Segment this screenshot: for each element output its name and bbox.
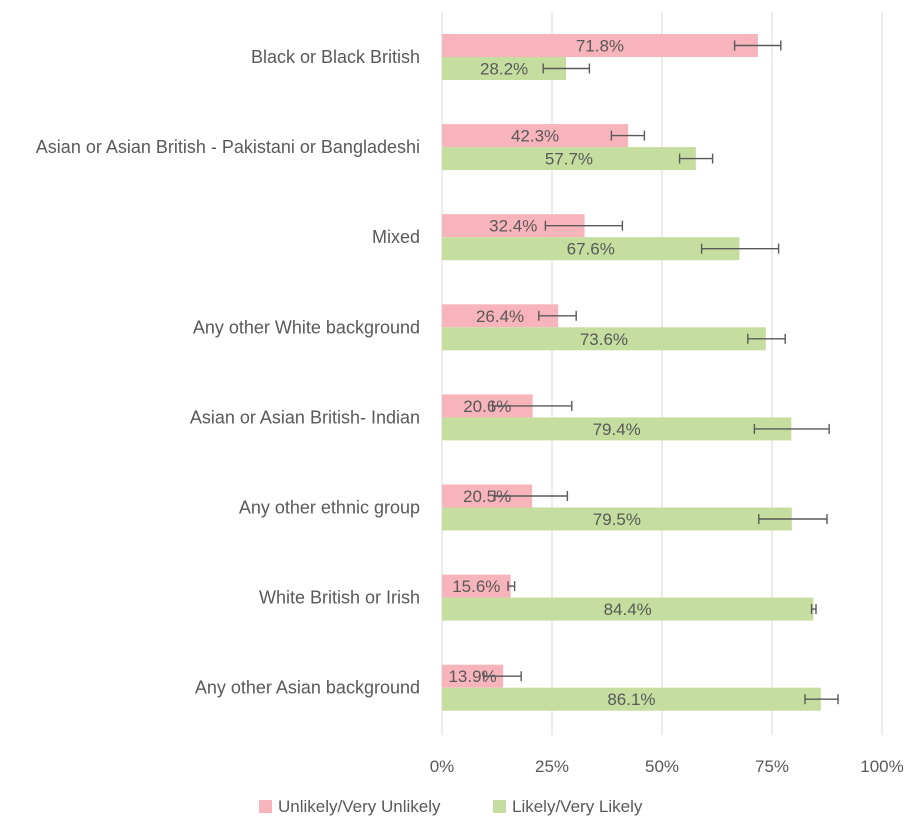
data-label: 13.9% [448, 667, 496, 686]
data-label: 15.6% [452, 577, 500, 596]
legend-layer: Unlikely/Very Unlikely Likely/Very Likely [259, 797, 643, 816]
category-label: Asian or Asian British - Pakistani or Ba… [36, 137, 420, 157]
x-tick-label: 0% [430, 757, 455, 776]
bar-likely [442, 597, 814, 621]
error-layer [483, 40, 839, 705]
data-label: 86.1% [607, 690, 655, 709]
bar-likely [442, 327, 766, 351]
data-label: 79.5% [593, 510, 641, 529]
x-tick-label: 50% [645, 757, 679, 776]
bar-unlikely [442, 394, 533, 418]
data-label: 73.6% [580, 330, 628, 349]
x-tick-label: 75% [755, 757, 789, 776]
bar-unlikely [442, 124, 629, 148]
category-label: Any other ethnic group [239, 498, 420, 518]
legend-swatch-unlikely [259, 800, 272, 813]
data-label: 67.6% [567, 240, 615, 259]
data-label: 32.4% [489, 217, 537, 236]
bar-likely [442, 507, 792, 531]
legend-label: Unlikely/Very Unlikely [278, 797, 441, 816]
category-label: White British or Irish [259, 588, 420, 608]
bar-unlikely [442, 214, 585, 238]
data-label: 84.4% [604, 600, 652, 619]
category-label: Any other Asian background [195, 678, 420, 698]
bar-layer [442, 34, 821, 711]
data-label: 79.4% [593, 420, 641, 439]
x-tick-label: 25% [535, 757, 569, 776]
category-label: Asian or Asian British- Indian [190, 407, 420, 427]
data-label: 57.7% [545, 150, 593, 169]
x-tick-label: 100% [860, 757, 903, 776]
bar-likely [442, 237, 740, 261]
bar-unlikely [442, 34, 758, 57]
category-label: Black or Black British [251, 47, 420, 67]
data-label: 20.6% [463, 397, 511, 416]
bar-unlikely [442, 304, 559, 328]
category-label: Mixed [372, 227, 420, 247]
bar-unlikely [442, 574, 511, 598]
data-label: 71.8% [576, 37, 624, 56]
axis-layer: 0% 25% 50% 75% 100% Black or Black British Asi… [36, 47, 904, 776]
bar-unlikely [442, 484, 533, 508]
data-label: 26.4% [476, 307, 524, 326]
bar-unlikely [442, 664, 504, 688]
bar-likely [442, 147, 696, 171]
bar-likely [442, 57, 567, 80]
bar-likely [442, 417, 792, 441]
legend-label: Likely/Very Likely [512, 797, 643, 816]
data-label: 20.5% [463, 487, 511, 506]
legend-swatch-likely [493, 800, 506, 813]
label-layer: 71.8% 28.2% 42.3% 57.7% 32.4% 67.6% 26.4% 73.6%… [448, 37, 655, 710]
category-label: Any other White background [193, 317, 420, 337]
data-label: 42.3% [511, 127, 559, 146]
data-label: 28.2% [480, 60, 528, 79]
grid-layer [441, 12, 883, 735]
bar-likely [442, 687, 821, 711]
